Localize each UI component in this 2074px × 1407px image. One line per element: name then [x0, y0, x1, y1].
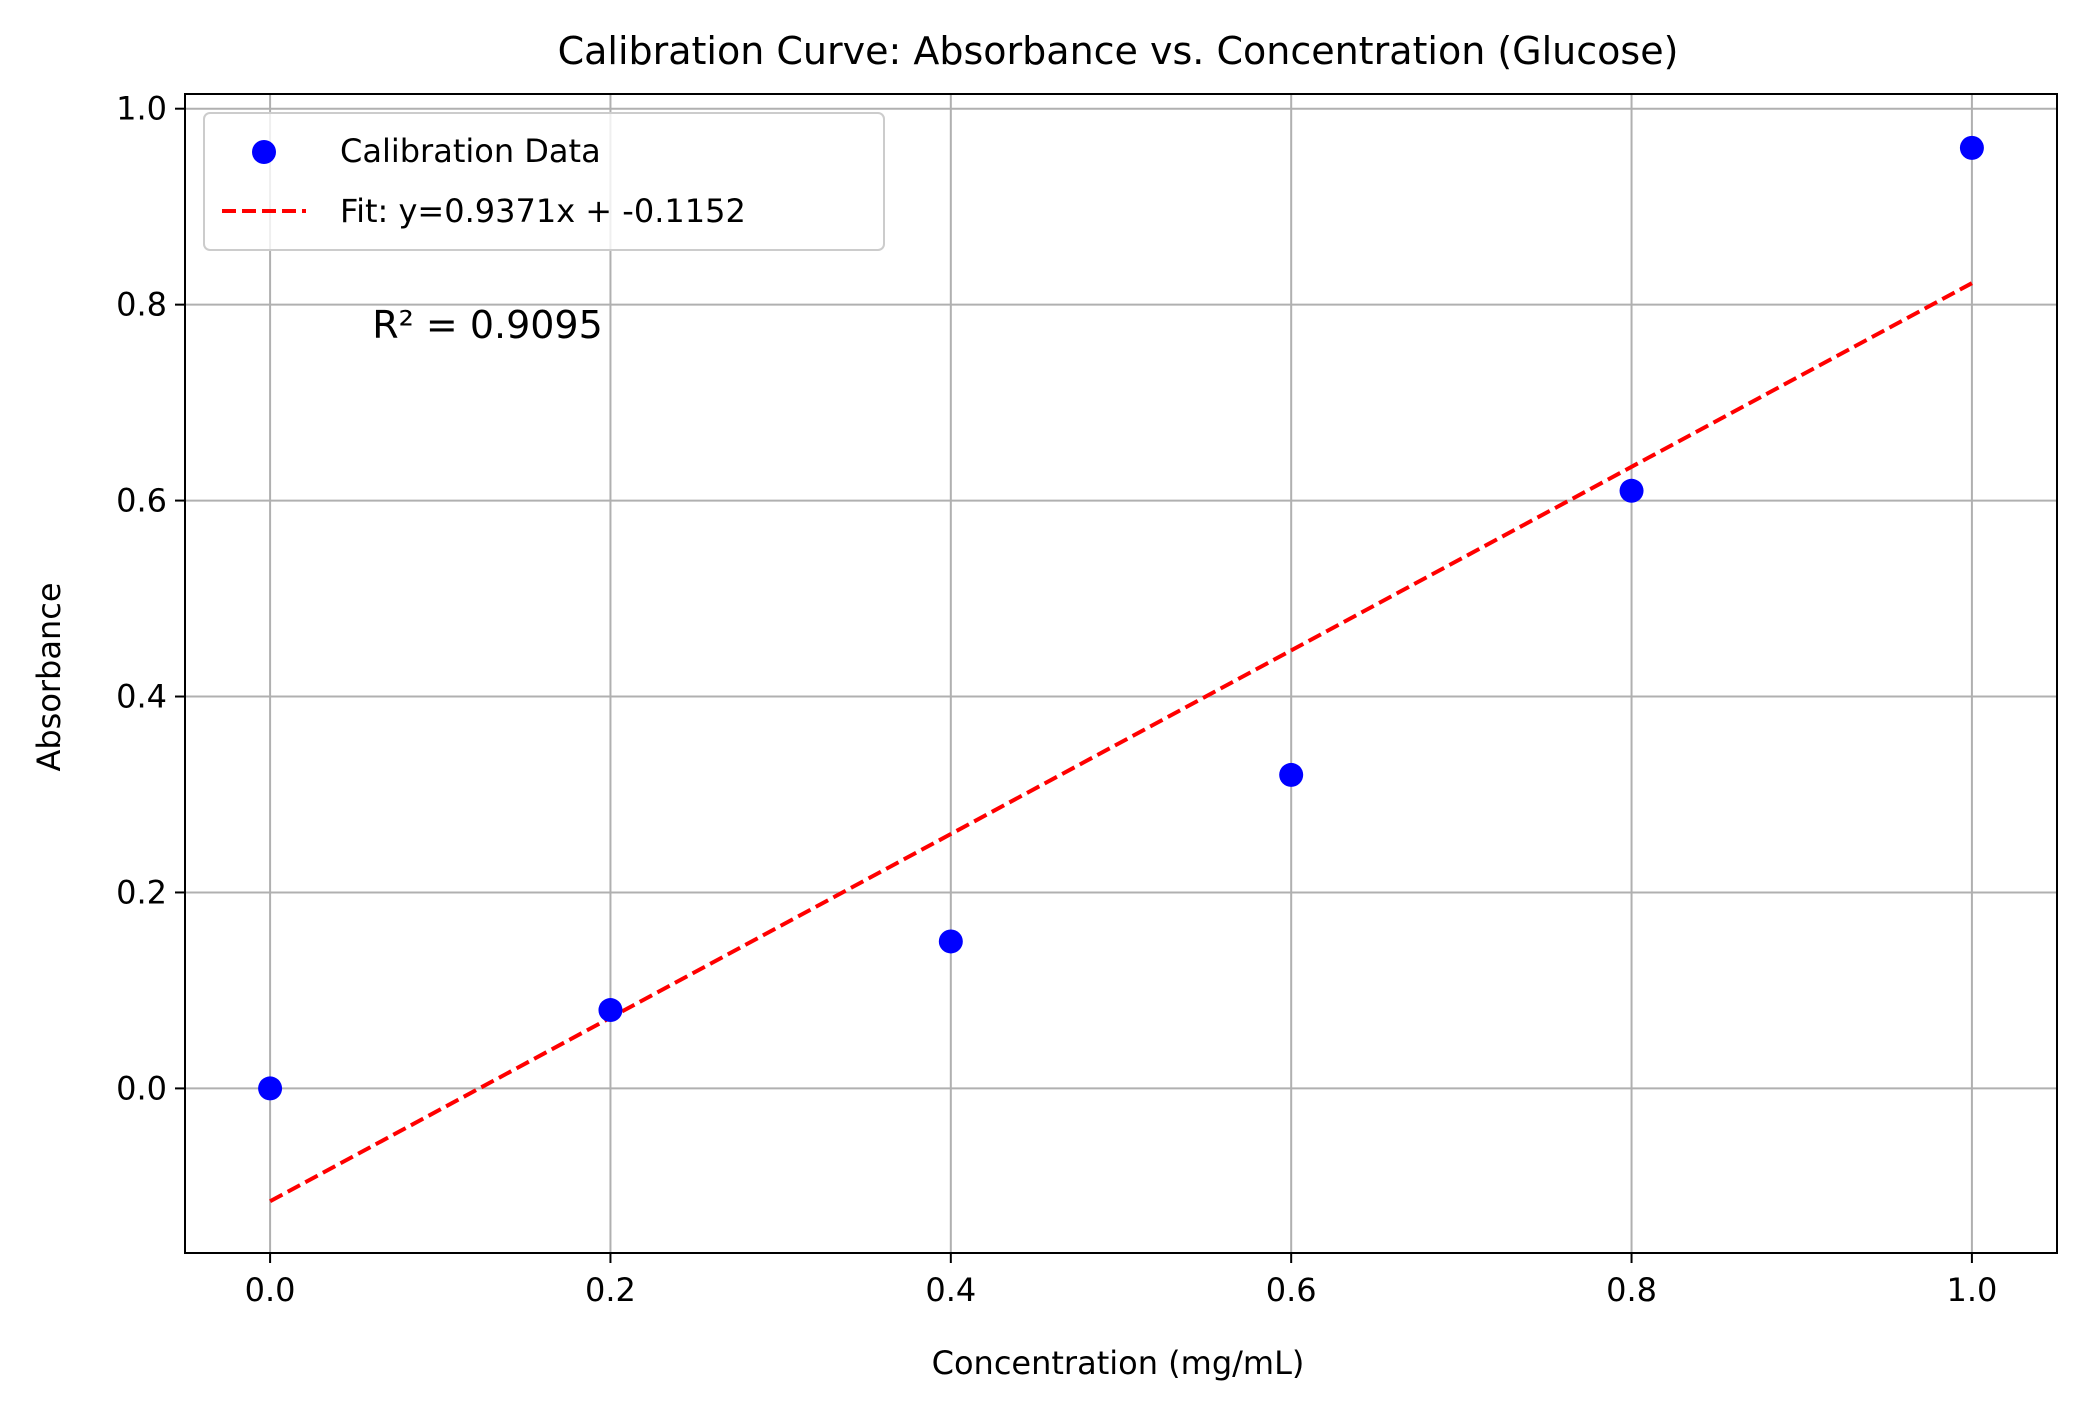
- data-point: [258, 1076, 283, 1101]
- legend-label-fit-line: Fit: y=0.9371x + -0.1152: [340, 192, 746, 230]
- fit-line: [269, 281, 1973, 1204]
- data-point: [1619, 478, 1644, 503]
- data-point: [1959, 135, 1984, 160]
- x-axis-label: Concentration (mg/mL): [932, 1344, 1305, 1382]
- r-squared-annotation: R² = 0.9095: [372, 303, 603, 347]
- y-tick-label: 0.0: [116, 1069, 167, 1107]
- data-points: [258, 135, 1984, 1101]
- x-tick-label: 0.8: [1606, 1271, 1657, 1309]
- x-tick-label: 0.2: [585, 1271, 636, 1309]
- legend: Calibration Data Fit: y=0.9371x + -0.115…: [203, 112, 885, 251]
- x-axis-ticks: 0.0 0.2 0.4 0.6 0.8 1.0: [245, 1253, 1997, 1309]
- y-tick-label: 0.6: [116, 482, 167, 520]
- y-tick-label: 0.4: [116, 678, 167, 716]
- grid-lines: [185, 94, 2057, 1253]
- x-tick-label: 0.4: [925, 1271, 976, 1309]
- y-tick-label: 0.8: [116, 286, 167, 324]
- x-tick-label: 0.0: [245, 1271, 296, 1309]
- x-tick-label: 1.0: [1946, 1271, 1997, 1309]
- fit-line-layer: [269, 281, 1973, 1204]
- legend-box: [203, 112, 885, 251]
- data-point: [938, 929, 963, 954]
- x-tick-label: 0.6: [1266, 1271, 1317, 1309]
- legend-label-calibration-data: Calibration Data: [340, 132, 601, 170]
- chart-title: Calibration Curve: Absorbance vs. Concen…: [558, 29, 1679, 73]
- y-tick-label: 1.0: [116, 90, 167, 128]
- legend-marker-calibration-data: [252, 140, 276, 164]
- y-axis-ticks: 0.0 0.2 0.4 0.6 0.8 1.0: [116, 90, 185, 1107]
- data-point: [598, 998, 623, 1023]
- y-axis-label: Absorbance: [30, 582, 68, 771]
- plot-frame: [184, 93, 2058, 1254]
- data-point: [1279, 762, 1304, 787]
- y-tick-label: 0.2: [116, 873, 167, 911]
